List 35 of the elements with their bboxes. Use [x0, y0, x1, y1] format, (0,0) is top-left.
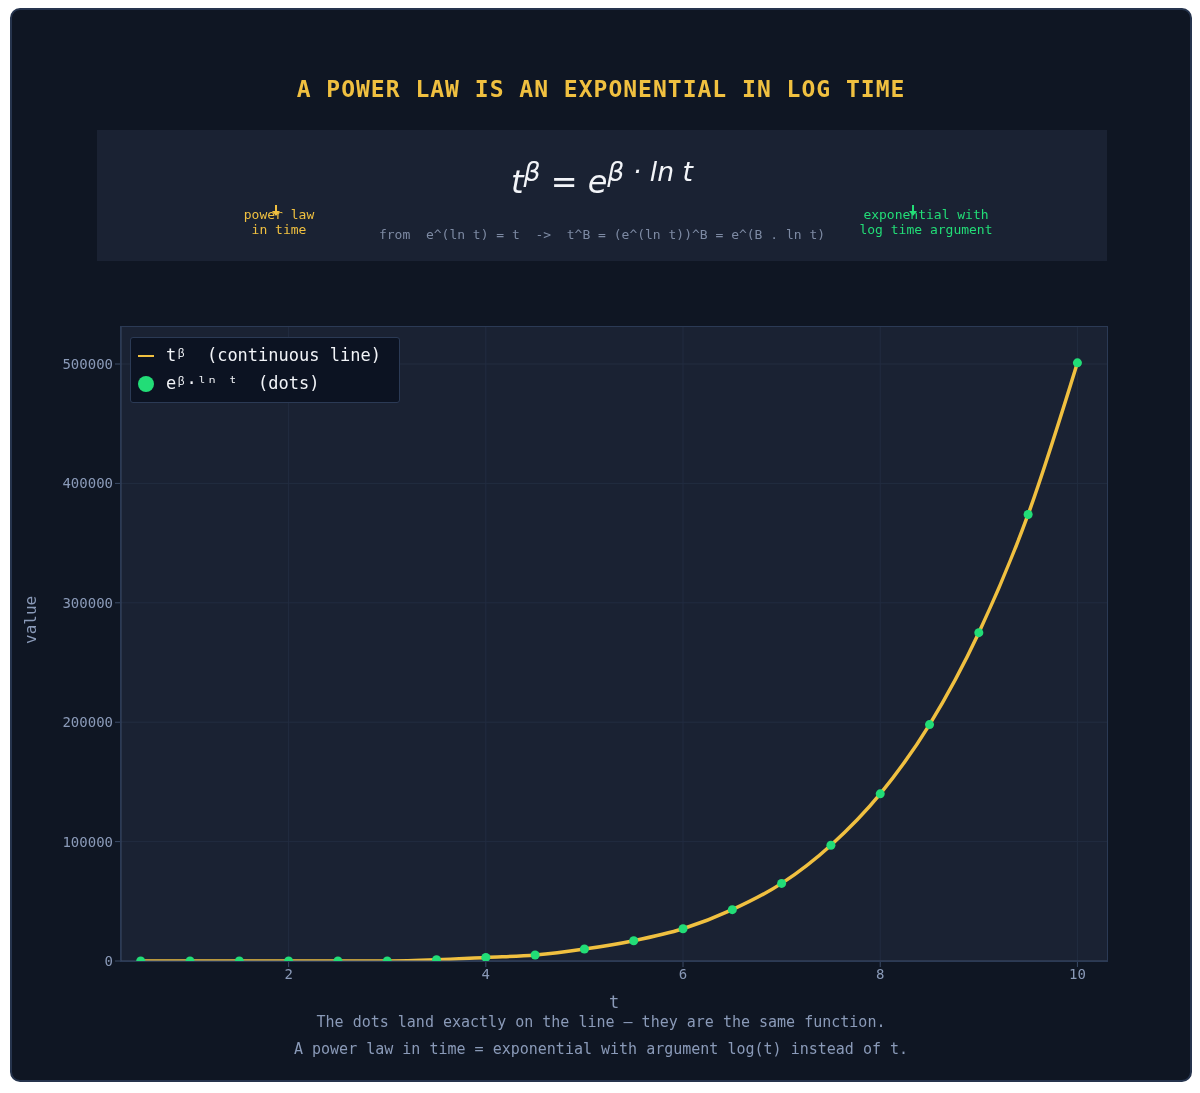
y-tick-label: 200000	[62, 714, 113, 731]
text: t$^{β}$ = e$^{β · ln t}$	[509, 156, 695, 201]
point	[1023, 509, 1033, 519]
point	[974, 628, 984, 638]
point	[1072, 358, 1082, 368]
x-tick-label: 4	[481, 965, 491, 982]
y-tick-label: 300000	[62, 594, 113, 611]
point	[579, 944, 589, 954]
y-tick-label: 100000	[62, 833, 113, 850]
point	[530, 950, 540, 960]
y-tick-label: 400000	[62, 475, 113, 492]
text: The dots land exactly on the line — they are the same function.	[315, 1013, 887, 1031]
text: power law in time	[242, 207, 316, 237]
text: from e^(ln t) = t -> t^B = (e^(ln t))^B = e^(B . ln t)	[378, 227, 826, 242]
point	[481, 952, 491, 961]
chart-title: A POWER LAW IS AN EXPONENTIAL IN LOG TIME	[295, 76, 907, 102]
point	[875, 789, 885, 799]
x-tick-label: 8	[876, 965, 885, 982]
x-tick-label: 2	[284, 965, 293, 982]
x-tick-label: 6	[678, 965, 688, 982]
text: A power law in time = exponential with argument log(t) instead of t.	[292, 1040, 910, 1058]
point	[777, 878, 787, 888]
legend-label: eᵝ·ˡⁿ ᵗ (dots)	[166, 373, 320, 393]
point	[826, 840, 836, 850]
point	[925, 720, 935, 730]
point	[727, 905, 737, 915]
point	[678, 924, 688, 934]
y-axis-title: value	[20, 595, 40, 644]
legend-label: tᵝ (continuous line)	[166, 345, 381, 365]
y-tick-label: 0	[104, 952, 113, 969]
x-tick-label: 10	[1068, 965, 1086, 982]
text: exponential with log time argument	[858, 207, 994, 237]
y-tick-label: 500000	[62, 355, 113, 372]
point	[629, 936, 639, 946]
x-axis-title: t	[608, 992, 620, 1012]
